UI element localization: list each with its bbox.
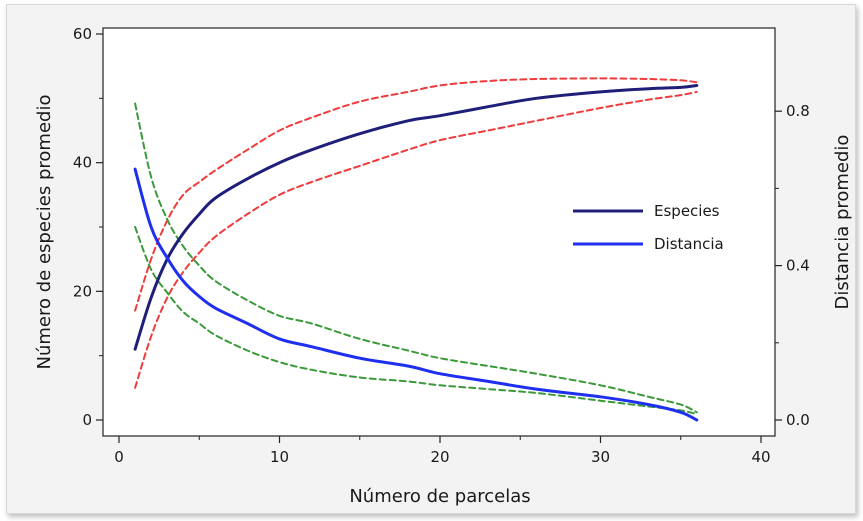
x-tick-label: 10 xyxy=(270,448,289,466)
x-tick-label: 30 xyxy=(591,448,610,466)
y-left-tick-label: 0 xyxy=(82,411,92,429)
plot-area xyxy=(102,27,776,437)
y-right-tick-label: 0.4 xyxy=(786,257,810,275)
y-right-tick-label: 0.0 xyxy=(786,411,810,429)
series-line-distancia xyxy=(133,167,699,422)
axes: 0 10 20 30 40 0 20 40 60 0.0 0.4 0.8 xyxy=(73,25,810,466)
y-right-tick-label: 0.8 xyxy=(786,102,810,120)
legend-label-especies: Especies xyxy=(654,202,720,220)
x-axis-title: Número de parcelas xyxy=(349,486,530,507)
series-line-distancia-lower-ci xyxy=(134,226,698,416)
series-layer xyxy=(133,77,699,422)
y-left-axis-title: Número de especies promedio xyxy=(34,95,55,370)
y-left-tick-label: 40 xyxy=(73,154,92,172)
x-tick-label: 20 xyxy=(430,448,449,466)
x-tick-label: 40 xyxy=(751,448,770,466)
y-right-axis-title: Distancia promedio xyxy=(832,135,853,310)
y-left-tick-label: 60 xyxy=(73,25,92,43)
x-tick-label: 0 xyxy=(114,448,124,466)
y-left-tick-label: 20 xyxy=(73,282,92,300)
series-line-especies-upper-ci xyxy=(134,77,698,312)
series-line-especies xyxy=(133,84,699,351)
series-line-especies-lower-ci xyxy=(134,90,698,389)
legend-label-distancia: Distancia xyxy=(654,235,724,253)
series-line-distancia-upper-ci xyxy=(134,102,698,414)
legend: Especies Distancia xyxy=(573,202,724,253)
